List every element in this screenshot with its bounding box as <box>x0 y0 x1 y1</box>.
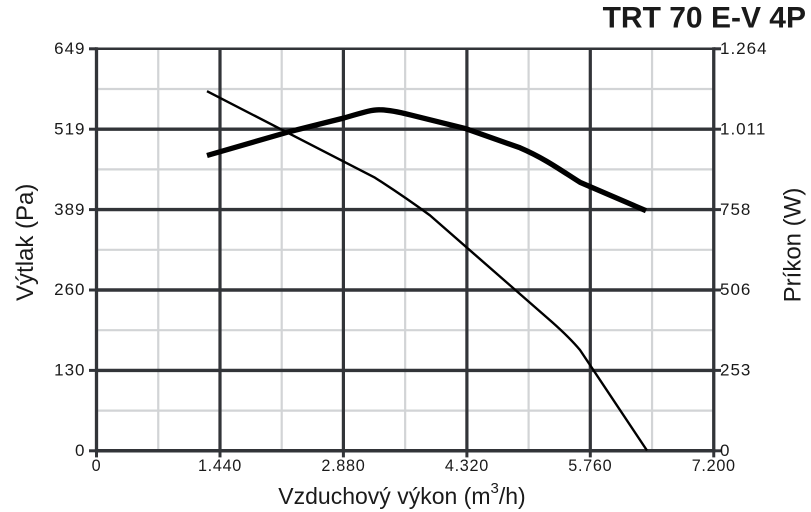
svg-text:519: 519 <box>54 119 85 138</box>
svg-text:Príkon (W): Príkon (W) <box>780 188 807 303</box>
svg-text:0: 0 <box>92 457 102 475</box>
svg-text:130: 130 <box>54 361 85 380</box>
svg-text:Vzduchový výkon (m3/h): Vzduchový výkon (m3/h) <box>278 480 525 509</box>
svg-text:758: 758 <box>720 200 751 219</box>
svg-text:1.440: 1.440 <box>198 457 242 475</box>
svg-text:0: 0 <box>720 441 730 460</box>
svg-text:5.760: 5.760 <box>568 457 612 475</box>
svg-text:TRT 70 E-V 4P: TRT 70 E-V 4P <box>603 1 806 34</box>
svg-text:389: 389 <box>54 200 85 219</box>
svg-text:253: 253 <box>720 361 751 380</box>
svg-text:1.264: 1.264 <box>720 39 768 58</box>
svg-text:1.011: 1.011 <box>720 119 766 138</box>
svg-text:4.320: 4.320 <box>445 457 489 475</box>
svg-text:0: 0 <box>75 441 85 460</box>
svg-text:7.200: 7.200 <box>692 457 736 475</box>
svg-text:260: 260 <box>54 280 85 299</box>
svg-text:506: 506 <box>720 280 751 299</box>
svg-text:649: 649 <box>54 39 85 58</box>
svg-text:2.880: 2.880 <box>321 457 365 475</box>
svg-text:Výtlak (Pa): Výtlak (Pa) <box>12 184 39 301</box>
